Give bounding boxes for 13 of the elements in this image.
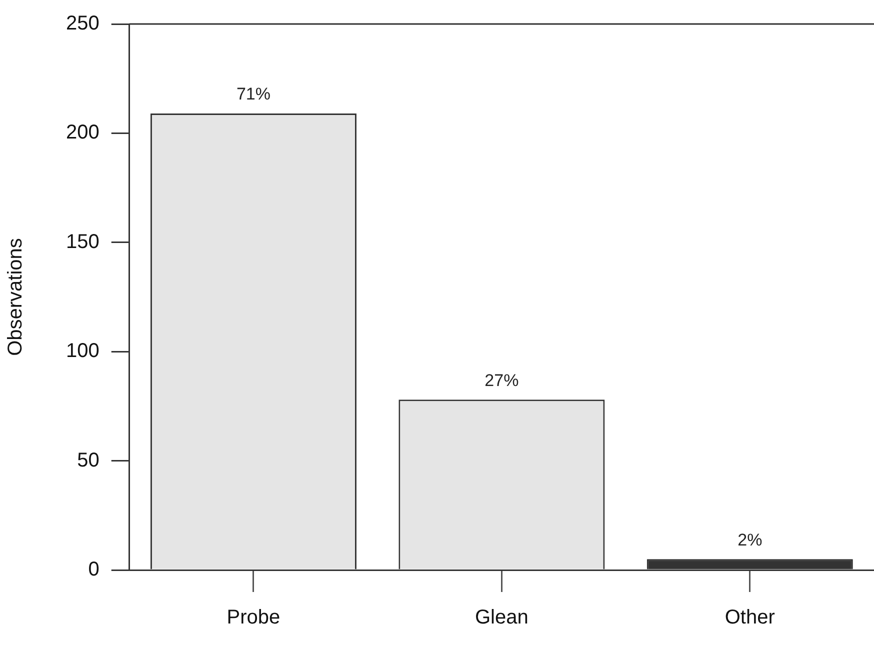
y-axis-title: Observations <box>4 238 27 356</box>
y-tick-label: 0 <box>88 558 100 581</box>
y-tick-label: 100 <box>66 340 100 362</box>
annotation: 71% <box>236 84 270 104</box>
x-tick-label: Probe <box>226 606 280 629</box>
annotation: 2% <box>738 530 762 550</box>
x-tick-label: Other <box>724 606 776 629</box>
y-tick-label: 150 <box>66 230 100 253</box>
y-tick-label: 200 <box>66 122 100 144</box>
x-tick-label: Glean <box>474 606 528 629</box>
y-tick-label: 50 <box>77 449 100 472</box>
annotation: 27% <box>484 370 519 390</box>
y-tick-label: 250 <box>66 12 100 35</box>
